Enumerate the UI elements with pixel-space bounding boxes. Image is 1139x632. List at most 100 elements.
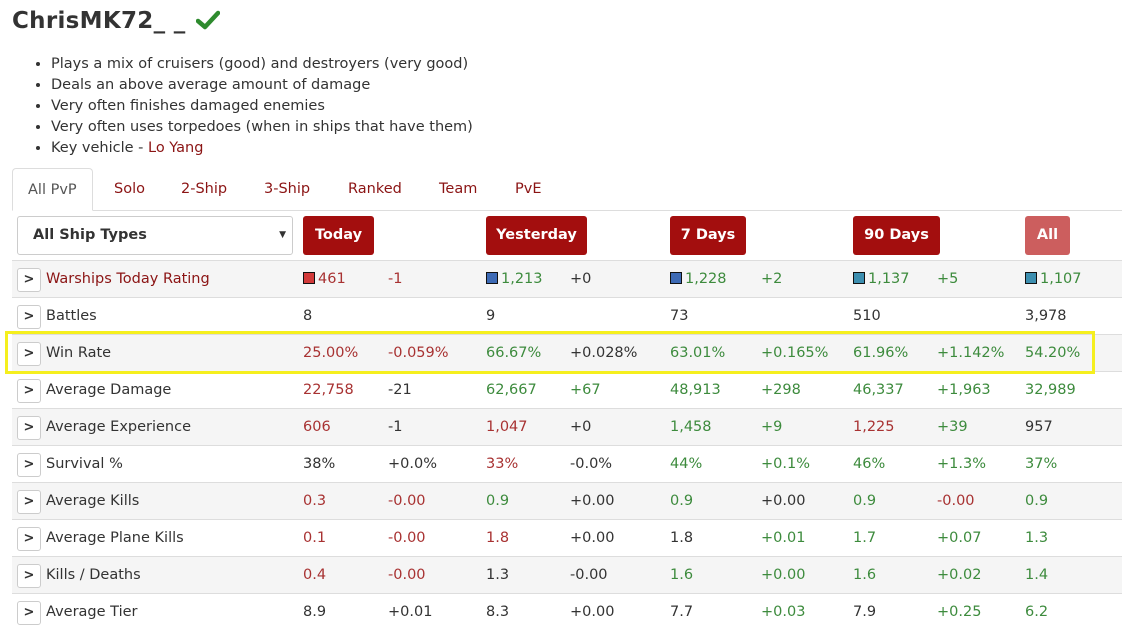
stat-value-text: +0.01 [388, 604, 433, 620]
stat-label: Battles [46, 308, 97, 324]
stat-value-text: +0.00 [761, 567, 806, 583]
stat-yesterday-value: 9 [486, 298, 495, 334]
expand-row-icon[interactable]: > [17, 601, 41, 625]
ship-type-selected: All Ship Types [33, 227, 147, 243]
expand-row-icon[interactable]: > [17, 453, 41, 477]
expand-row-icon[interactable]: > [17, 268, 41, 292]
summary-item: Deals an above average amount of damage [51, 75, 473, 96]
stat-all-value: 32,989 [1025, 372, 1076, 408]
stat-today-change: -21 [388, 372, 412, 408]
stat-value-text: -1 [388, 419, 403, 435]
expand-row-icon[interactable]: > [17, 527, 41, 551]
rating-color-swatch [1025, 272, 1037, 284]
stat-value-text: +0.0% [388, 456, 437, 472]
stat-value-text: -0.00 [937, 493, 975, 509]
stat-90-days-value: 7.9 [853, 594, 876, 630]
period-button-7-days[interactable]: 7 Days [670, 216, 746, 255]
stat-value-text: 0.9 [670, 493, 694, 509]
stat-90-days-change: +1,963 [937, 372, 991, 408]
stat-90-days-value: 1,137 [853, 261, 910, 297]
stat-value-text: 54.20% [1025, 345, 1081, 361]
stat-value-text: 606 [303, 419, 331, 435]
stat-value-text: -21 [388, 382, 412, 398]
expand-row-icon[interactable]: > [17, 305, 41, 329]
key-vehicle-link[interactable]: Lo Yang [148, 140, 204, 156]
stat-value-text: 1.7 [853, 530, 877, 546]
summary-item: Very often uses torpedoes (when in ships… [51, 117, 473, 138]
stat-value-text: 1.8 [486, 530, 510, 546]
stat-today-change: -0.059% [388, 335, 449, 371]
stat-value-text: 461 [318, 271, 346, 287]
stat-value-text: 73 [670, 308, 689, 324]
stat-value-text: 1.8 [670, 530, 694, 546]
stat-all-value: 957 [1025, 409, 1053, 445]
stat-value-text: 510 [853, 308, 881, 324]
stat-yesterday-change: +0.00 [570, 520, 614, 556]
expand-row-icon[interactable]: > [17, 490, 41, 514]
stat-value-text: 0.1 [303, 530, 327, 546]
stats-row: > Average Damage 22,758 -21 62,667 +67 48,913 +… [12, 371, 1122, 408]
stat-7-days-value: 1,228 [670, 261, 727, 297]
stat-all-value: 1,107 [1025, 261, 1082, 297]
stat-7-days-change: +0.00 [761, 557, 805, 593]
stat-value-text: 0.9 [486, 493, 510, 509]
period-button-yesterday[interactable]: Yesterday [486, 216, 587, 255]
stat-7-days-change: +0.00 [761, 483, 805, 519]
tab-3-ship[interactable]: 3-Ship [264, 181, 311, 197]
stats-row: > Average Kills 0.3 -0.00 0.9 +0.00 0.9 +0.00 0.… [12, 482, 1122, 519]
stat-90-days-change: +0.02 [937, 557, 981, 593]
stat-value-text: 7.7 [670, 604, 694, 620]
stat-value-text: 0.9 [1025, 493, 1049, 509]
tab-solo[interactable]: Solo [114, 181, 145, 197]
stat-yesterday-change: +0.00 [570, 594, 614, 630]
stat-7-days-value: 7.7 [670, 594, 693, 630]
stat-value-text: 1.3 [486, 567, 510, 583]
stats-row: > Survival % 38% +0.0% 33% -0.0% 44% +0.1% 46% +1… [12, 445, 1122, 482]
tab-pve[interactable]: PvE [515, 181, 542, 197]
stat-value-text: +0.25 [937, 604, 982, 620]
expand-row-icon[interactable]: > [17, 342, 41, 366]
stat-value-text: -0.00 [388, 530, 426, 546]
stat-value-text: +0.1% [761, 456, 810, 472]
stat-value-text: 46,337 [853, 382, 904, 398]
tab-team[interactable]: Team [439, 181, 478, 197]
ship-type-select[interactable]: All Ship Types ▼ [17, 216, 293, 255]
stat-value-text: 7.9 [853, 604, 877, 620]
stat-7-days-change: +0.165% [761, 335, 828, 371]
stat-90-days-value: 1.7 [853, 520, 876, 556]
stat-90-days-value: 1,225 [853, 409, 895, 445]
stat-label: Average Experience [46, 419, 192, 435]
stat-7-days-change: +2 [761, 261, 782, 297]
stat-value-text: +0.028% [570, 345, 638, 361]
tab-2-ship[interactable]: 2-Ship [181, 181, 228, 197]
stat-yesterday-change: +0 [570, 261, 591, 297]
stat-90-days-change: +0.07 [937, 520, 981, 556]
tab-all-pvp[interactable]: All PvP [12, 168, 93, 211]
expand-row-icon[interactable]: > [17, 379, 41, 403]
stat-value-text: 6.2 [1025, 604, 1049, 620]
stat-value-text: +1,963 [937, 382, 991, 398]
period-button-90-days[interactable]: 90 Days [853, 216, 940, 255]
win-rate-highlight-box [5, 331, 1095, 374]
stat-value-text: 8.3 [486, 604, 510, 620]
stat-value-text: +0 [570, 419, 592, 435]
stat-value-text: +67 [570, 382, 601, 398]
stat-value-text: 33% [486, 456, 519, 472]
tab-ranked[interactable]: Ranked [348, 181, 402, 197]
stat-value-text: 66.67% [486, 345, 542, 361]
period-button-today[interactable]: Today [303, 216, 374, 255]
stat-yesterday-change: -0.0% [570, 446, 612, 482]
stat-label[interactable]: Warships Today Rating [46, 271, 210, 287]
stat-value-text: +1.3% [937, 456, 986, 472]
stat-value-text: 1,047 [486, 419, 528, 435]
expand-row-icon[interactable]: > [17, 564, 41, 588]
stat-value-text: 1,107 [1040, 271, 1082, 287]
period-button-all[interactable]: All [1025, 216, 1070, 255]
stat-value-text: 44% [670, 456, 703, 472]
rating-color-swatch [670, 272, 682, 284]
stat-yesterday-change: +0.028% [570, 335, 637, 371]
stat-today-change: -0.00 [388, 520, 426, 556]
stat-90-days-change: +39 [937, 409, 968, 445]
expand-row-icon[interactable]: > [17, 416, 41, 440]
stat-all-value: 0.9 [1025, 483, 1048, 519]
